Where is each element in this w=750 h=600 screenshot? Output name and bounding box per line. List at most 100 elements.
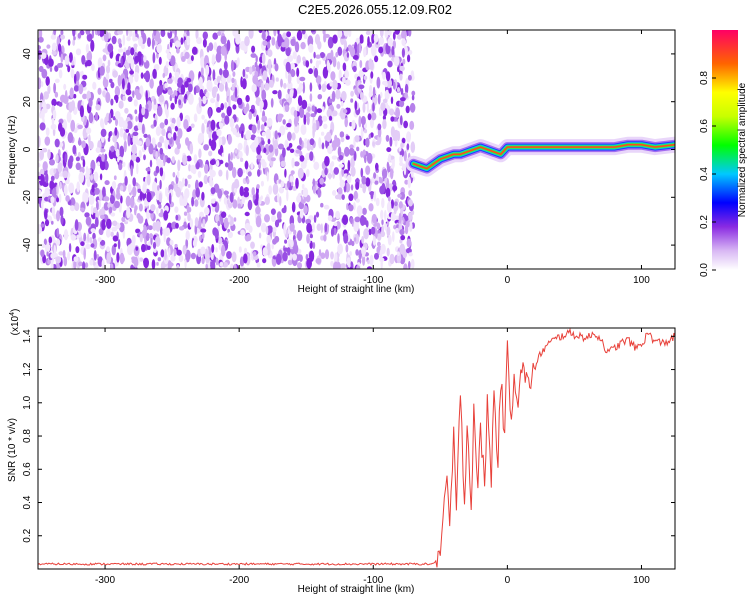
noise-speck: [93, 207, 98, 214]
noise-speck: [162, 72, 166, 79]
noise-speck: [153, 98, 157, 105]
noise-speck: [134, 206, 137, 216]
noise-speck: [356, 146, 360, 152]
noise-speck: [330, 49, 334, 61]
noise-speck: [92, 232, 96, 240]
noise-speck: [370, 132, 374, 138]
noise-speck: [255, 81, 262, 87]
noise-speck: [86, 50, 93, 63]
colorbar-tick-label: 0.6: [699, 119, 710, 133]
noise-speck: [140, 72, 144, 79]
noise-speck: [68, 182, 75, 194]
noise-speck: [97, 237, 102, 242]
noise-speck: [285, 93, 289, 100]
noise-speck: [318, 83, 322, 90]
noise-speck: [320, 235, 325, 241]
noise-speck: [296, 230, 303, 242]
noise-speck: [403, 150, 407, 162]
noise-speck: [168, 184, 174, 192]
noise-speck: [86, 168, 91, 175]
noise-speck: [348, 262, 351, 268]
noise-speck: [408, 190, 413, 197]
noise-speck: [106, 246, 110, 253]
noise-speck: [366, 101, 370, 114]
noise-speck: [108, 206, 113, 214]
noise-speck: [87, 233, 90, 242]
noise-speck: [230, 59, 235, 72]
noise-speck: [339, 171, 343, 182]
noise-speck: [51, 98, 57, 107]
noise-speck: [365, 177, 371, 187]
noise-speck: [384, 30, 389, 39]
noise-speck: [215, 159, 220, 167]
noise-speck: [98, 30, 105, 37]
noise-speck: [82, 159, 86, 168]
noise-speck: [359, 60, 363, 68]
noise-speck: [195, 30, 199, 40]
noise-speck: [362, 102, 366, 113]
noise-speck: [239, 157, 244, 162]
noise-speck: [188, 126, 192, 132]
noise-speck: [221, 244, 226, 257]
noise-speck: [236, 57, 240, 66]
noise-speck: [210, 198, 216, 204]
noise-speck: [343, 30, 349, 37]
noise-speck: [101, 219, 106, 231]
noise-speck: [115, 95, 119, 104]
noise-speck: [130, 165, 133, 177]
noise-speck: [126, 36, 131, 42]
noise-speck: [284, 104, 290, 113]
noise-speck: [51, 50, 57, 56]
noise-speck: [358, 84, 365, 90]
noise-speck: [323, 234, 327, 242]
noise-speck: [143, 133, 148, 138]
noise-speck: [333, 261, 339, 269]
noise-speck: [282, 119, 286, 125]
noise-speck: [343, 169, 349, 175]
noise-speck: [216, 129, 222, 137]
noise-speck: [336, 61, 341, 70]
bottom-y-axis-label: SNR (10 * v/v): [7, 418, 18, 482]
noise-speck: [261, 131, 266, 137]
noise-speck: [409, 120, 415, 130]
noise-speck: [201, 256, 205, 265]
noise-speck: [230, 127, 234, 132]
noise-speck: [367, 259, 370, 265]
noise-speck: [204, 163, 209, 174]
noise-speck: [229, 117, 235, 129]
noise-speck: [238, 126, 242, 134]
noise-speck: [41, 243, 46, 248]
noise-speck: [406, 238, 412, 248]
noise-speck: [141, 106, 146, 116]
noise-speck: [233, 217, 237, 222]
noise-speck: [135, 156, 141, 163]
noise-speck: [175, 222, 179, 229]
noise-speck: [333, 167, 339, 175]
noise-speck: [371, 213, 377, 224]
noise-speck: [78, 137, 81, 146]
noise-speck: [110, 212, 116, 217]
noise-speck: [68, 52, 73, 63]
noise-speck: [155, 150, 158, 161]
noise-speck: [274, 147, 279, 157]
bottom-x-axis-label: Height of straight line (km): [298, 584, 415, 595]
noise-speck: [124, 176, 128, 186]
noise-speck: [345, 135, 350, 140]
noise-speck: [379, 30, 384, 38]
noise-speck: [100, 214, 105, 220]
noise-speck: [353, 220, 360, 233]
noise-speck: [390, 199, 394, 209]
noise-speck: [210, 170, 216, 178]
noise-speck: [236, 97, 243, 106]
noise-speck: [215, 257, 219, 266]
bottom-x-tick-label: -200: [229, 575, 249, 586]
noise-speck: [86, 179, 91, 188]
noise-speck: [58, 251, 64, 256]
noise-speck: [267, 49, 273, 57]
bottom-x-tick-label: 100: [633, 575, 650, 586]
noise-speck: [300, 124, 307, 136]
bottom-y-tick-label: 1.0: [22, 395, 33, 409]
noise-speck: [161, 128, 166, 137]
noise-speck: [239, 266, 246, 269]
